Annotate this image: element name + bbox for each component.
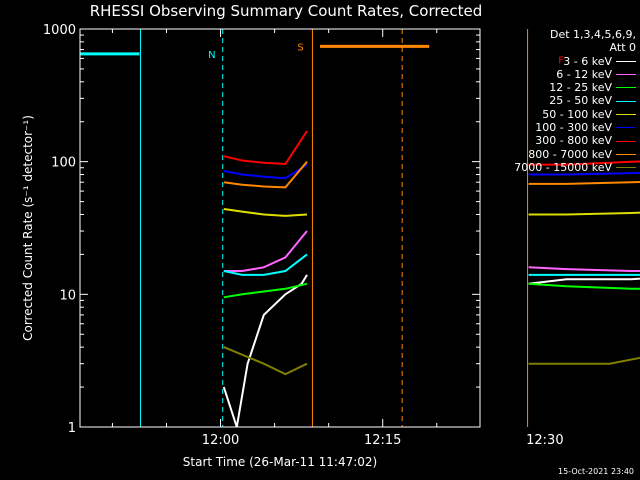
series-line: [528, 266, 640, 272]
series-line: [222, 274, 308, 428]
y-tick-label: 1000: [43, 23, 76, 38]
legend-swatch: [616, 153, 636, 155]
plot-area: N S F: [80, 29, 640, 428]
x-tick-label: 12:15: [364, 433, 401, 448]
series-line: [528, 180, 640, 185]
series-line: [528, 211, 640, 216]
legend-label: 300 - 800 keV: [535, 134, 612, 148]
legend-label: 12 - 25 keV: [549, 81, 612, 95]
y-tick-label: 10: [59, 288, 76, 303]
legend-swatch: [616, 74, 636, 76]
y-axis-label: Corrected Count Rate (s⁻¹ detector⁻¹): [21, 115, 35, 341]
legend: Det 1,3,4,5,6,9, Att 0 3 - 6 keV 6 - 12 …: [514, 28, 636, 174]
series-line: [223, 130, 308, 166]
legend-label: 800 - 7000 keV: [528, 147, 612, 161]
legend-label: 50 - 100 keV: [542, 107, 612, 121]
legend-swatch: [616, 167, 636, 169]
flag-label: N: [208, 50, 215, 61]
legend-entry: 300 - 800 keV: [514, 134, 636, 147]
flag-label: F: [558, 55, 564, 66]
legend-header-line-2: Att 0: [609, 41, 636, 55]
legend-label: 7000 - 15000 keV: [514, 160, 612, 174]
series-line: [528, 273, 640, 276]
x-tick-label: 12:00: [202, 433, 239, 448]
y-axis: 1 10 100 1000: [43, 23, 480, 436]
series-line: [528, 282, 640, 290]
legend-entry: 800 - 7000 keV: [514, 148, 636, 161]
series-line: [223, 163, 308, 180]
legend-label: 3 - 6 keV: [563, 54, 612, 68]
legend-entry: 25 - 50 keV: [514, 94, 636, 107]
series-line: [528, 160, 640, 166]
series-line: [223, 282, 308, 299]
flag-label: S: [297, 42, 303, 53]
legend-entry: 50 - 100 keV: [514, 108, 636, 121]
legend-entry: 100 - 300 keV: [514, 121, 636, 134]
series-line: [528, 277, 640, 285]
legend-header-line-1: Det 1,3,4,5,6,9,: [549, 28, 636, 41]
x-tick-label: 12:30: [526, 433, 563, 448]
generation-timestamp: 15-Oct-2021 23:40: [558, 467, 634, 476]
x-axis-label: Start Time (26-Mar-11 11:47:02): [183, 455, 377, 469]
legend-entry: 7000 - 15000 keV: [514, 161, 636, 174]
series-line: [528, 171, 640, 176]
series-line: [223, 346, 308, 376]
chart-title: RHESSI Observing Summary Count Rates, Co…: [90, 2, 483, 20]
legend-label: 25 - 50 keV: [549, 94, 612, 108]
series-line: [223, 208, 308, 217]
series-line: [223, 253, 308, 276]
legend-entry: 12 - 25 keV: [514, 81, 636, 94]
legend-entry: 3 - 6 keV: [514, 55, 636, 68]
series-line: [528, 356, 640, 365]
legend-swatch: [616, 100, 636, 102]
legend-swatch: [616, 127, 636, 129]
plot-frame: [79, 28, 481, 428]
series-line: [223, 230, 308, 272]
legend-swatch: [616, 87, 636, 89]
legend-label: 6 - 12 keV: [556, 67, 612, 81]
legend-swatch: [616, 113, 636, 115]
legend-swatch: [616, 140, 636, 142]
series-line: [223, 161, 308, 189]
legend-label: 100 - 300 keV: [535, 121, 612, 135]
legend-swatch: [616, 60, 636, 62]
y-tick-label: 100: [51, 156, 76, 171]
y-tick-label: 1: [68, 421, 76, 436]
legend-entry: 6 - 12 keV: [514, 68, 636, 81]
